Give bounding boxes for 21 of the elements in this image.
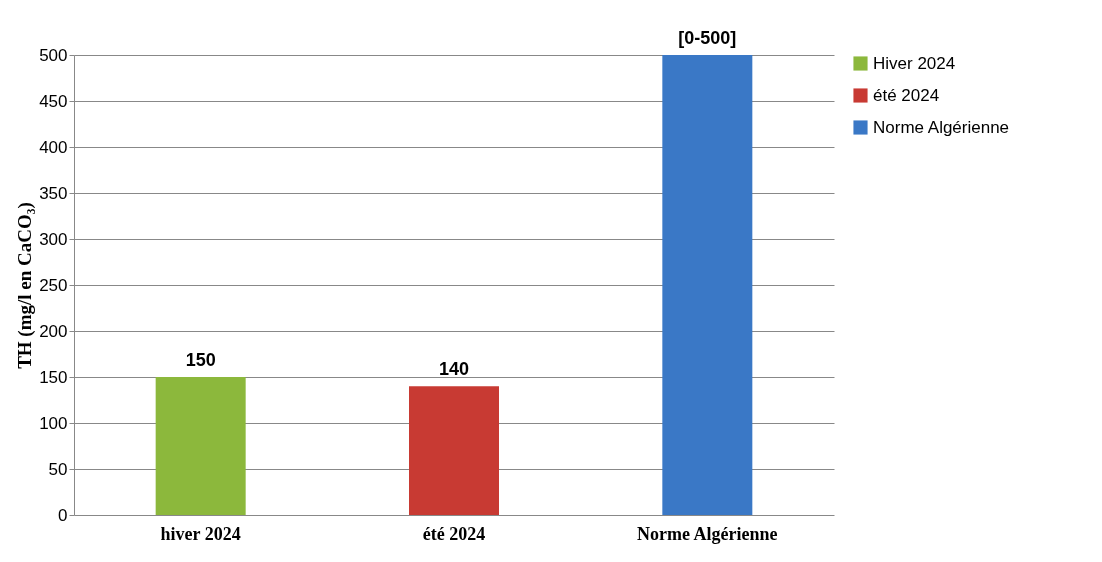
y-tick-label: 350 <box>39 183 68 203</box>
y-tick-label: 300 <box>39 229 68 249</box>
legend-label: Norme Algérienne <box>873 117 1010 137</box>
x-tick-label: Norme Algérienne <box>637 523 778 544</box>
y-tick-label: 50 <box>48 459 68 479</box>
legend-label: Hiver 2024 <box>873 53 956 73</box>
y-tick-label: 200 <box>39 321 68 341</box>
y-tick-label: 500 <box>39 45 68 65</box>
y-tick-label: 100 <box>39 413 68 433</box>
data-label: 140 <box>438 359 470 380</box>
x-tick-label: hiver 2024 <box>160 523 241 544</box>
y-tick-label: 450 <box>39 91 68 111</box>
data-label: [0-500] <box>678 28 737 48</box>
y-tick-label: 400 <box>39 137 68 157</box>
y-tick-label: 0 <box>58 505 68 525</box>
y-tick-label: 250 <box>39 275 68 295</box>
y-tick-label: 150 <box>39 367 68 387</box>
x-tick-label: été 2024 <box>422 523 486 544</box>
data-label: 150 <box>185 350 216 370</box>
legend-label: été 2024 <box>873 85 940 105</box>
y-axis-title: TH (mg/l en CaCO₃) <box>14 202 37 369</box>
